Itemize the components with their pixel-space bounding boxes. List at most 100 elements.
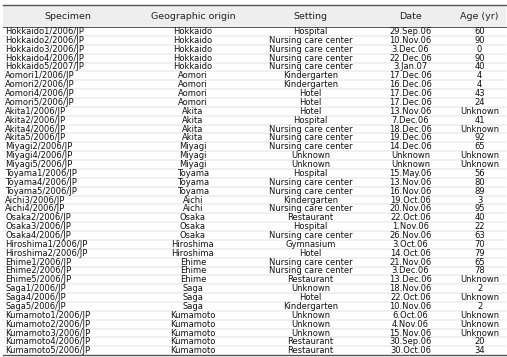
Text: 17.Dec.06: 17.Dec.06 xyxy=(389,89,432,98)
Text: 78: 78 xyxy=(474,266,485,276)
Text: Hokkaido: Hokkaido xyxy=(173,45,212,54)
Text: Unknown: Unknown xyxy=(291,151,330,160)
Text: Hokkaido5/2007/JP: Hokkaido5/2007/JP xyxy=(5,62,84,71)
Text: 1.Nov.06: 1.Nov.06 xyxy=(392,222,429,231)
Text: Osaka4/2006/JP: Osaka4/2006/JP xyxy=(5,231,71,240)
Text: Kindergarten: Kindergarten xyxy=(283,196,338,205)
Text: Akita: Akita xyxy=(182,107,203,116)
Text: Unknown: Unknown xyxy=(460,328,499,337)
Text: Toyama1/2006/JP: Toyama1/2006/JP xyxy=(5,169,77,178)
Text: 22: 22 xyxy=(475,222,485,231)
Text: 3.Dec.06: 3.Dec.06 xyxy=(391,266,429,276)
Text: 40: 40 xyxy=(475,62,485,71)
Text: Nursing care center: Nursing care center xyxy=(269,204,352,213)
Text: Nursing care center: Nursing care center xyxy=(269,258,352,267)
Text: 20.Nov.06: 20.Nov.06 xyxy=(389,204,431,213)
Text: 7.Dec.06: 7.Dec.06 xyxy=(391,116,429,125)
Text: Saga: Saga xyxy=(183,293,203,302)
Text: 26.Nov.06: 26.Nov.06 xyxy=(389,231,431,240)
Text: Saga5/2006/JP: Saga5/2006/JP xyxy=(5,302,66,311)
Text: Hospital: Hospital xyxy=(293,169,328,178)
Text: Toyama: Toyama xyxy=(177,178,209,187)
Text: 20: 20 xyxy=(475,337,485,346)
Text: 80: 80 xyxy=(474,178,485,187)
Text: Unknown: Unknown xyxy=(460,125,499,134)
Text: Setting: Setting xyxy=(294,12,328,21)
Text: 3.Jan.07: 3.Jan.07 xyxy=(393,62,427,71)
Text: Aomori4/2006/JP: Aomori4/2006/JP xyxy=(5,89,75,98)
Text: 60: 60 xyxy=(474,27,485,36)
Text: Aomori: Aomori xyxy=(178,71,208,80)
Text: 43: 43 xyxy=(474,89,485,98)
Text: Nursing care center: Nursing care center xyxy=(269,62,352,71)
Text: Unknown: Unknown xyxy=(291,160,330,169)
Text: 95: 95 xyxy=(475,204,485,213)
Text: Aomori: Aomori xyxy=(178,80,208,89)
Text: Geographic origin: Geographic origin xyxy=(151,12,235,21)
Text: Restaurant: Restaurant xyxy=(287,337,334,346)
Text: Nursing care center: Nursing care center xyxy=(269,187,352,196)
Text: 16.Nov.06: 16.Nov.06 xyxy=(389,187,431,196)
Text: Nursing care center: Nursing care center xyxy=(269,45,352,54)
Text: Ehime: Ehime xyxy=(179,258,206,267)
Text: Hiroshima: Hiroshima xyxy=(171,240,214,249)
Text: Hokkaido3/2006/JP: Hokkaido3/2006/JP xyxy=(5,45,84,54)
Text: Kumamoto5/2006/JP: Kumamoto5/2006/JP xyxy=(5,346,90,355)
Text: 2: 2 xyxy=(477,284,482,293)
Text: Aichi3/2006/JP: Aichi3/2006/JP xyxy=(5,196,65,205)
Text: Hokkaido: Hokkaido xyxy=(173,36,212,45)
Text: Miyagi4/2006/JP: Miyagi4/2006/JP xyxy=(5,151,73,160)
Text: Ehime: Ehime xyxy=(179,275,206,284)
Text: Hospital: Hospital xyxy=(293,27,328,36)
Text: Miyagi: Miyagi xyxy=(179,160,206,169)
Text: Hiroshima2/2006/JP: Hiroshima2/2006/JP xyxy=(5,249,87,258)
Text: Saga4/2006/JP: Saga4/2006/JP xyxy=(5,293,66,302)
Text: Gymnasium: Gymnasium xyxy=(285,240,336,249)
Text: 14.Dec.06: 14.Dec.06 xyxy=(389,142,431,151)
Text: 21.Nov.06: 21.Nov.06 xyxy=(389,258,431,267)
Text: Age (yr): Age (yr) xyxy=(460,12,499,21)
Text: 13.Dec.06: 13.Dec.06 xyxy=(389,275,432,284)
Text: Unknown: Unknown xyxy=(291,328,330,337)
Text: Osaka2/2006/JP: Osaka2/2006/JP xyxy=(5,213,71,222)
Text: Nursing care center: Nursing care center xyxy=(269,231,352,240)
Text: Nursing care center: Nursing care center xyxy=(269,125,352,134)
Text: Nursing care center: Nursing care center xyxy=(269,142,352,151)
Text: Hokkaido: Hokkaido xyxy=(173,62,212,71)
Text: Osaka3/2006/JP: Osaka3/2006/JP xyxy=(5,222,71,231)
Text: Unknown: Unknown xyxy=(291,311,330,320)
Text: Restaurant: Restaurant xyxy=(287,213,334,222)
Text: Miyagi: Miyagi xyxy=(179,142,206,151)
Text: Akita: Akita xyxy=(182,116,203,125)
Text: Kumamoto: Kumamoto xyxy=(170,311,215,320)
Text: 19.Oct.06: 19.Oct.06 xyxy=(390,196,431,205)
Text: Unknown: Unknown xyxy=(460,311,499,320)
Text: 3.Oct.06: 3.Oct.06 xyxy=(392,240,428,249)
Text: Nursing care center: Nursing care center xyxy=(269,178,352,187)
Text: Nursing care center: Nursing care center xyxy=(269,36,352,45)
Text: 15.May.06: 15.May.06 xyxy=(389,169,431,178)
Text: Unknown: Unknown xyxy=(460,151,499,160)
Text: Saga1/2006/JP: Saga1/2006/JP xyxy=(5,284,66,293)
Text: Kumamoto: Kumamoto xyxy=(170,328,215,337)
Text: Nursing care center: Nursing care center xyxy=(269,54,352,62)
Text: Kumamoto: Kumamoto xyxy=(170,337,215,346)
Text: Akita2/2006/JP: Akita2/2006/JP xyxy=(5,116,66,125)
Text: Unknown: Unknown xyxy=(460,160,499,169)
Text: Hokkaido1/2006/JP: Hokkaido1/2006/JP xyxy=(5,27,84,36)
Text: Unknown: Unknown xyxy=(460,320,499,329)
Text: Kumamoto: Kumamoto xyxy=(170,346,215,355)
Text: 22.Dec.06: 22.Dec.06 xyxy=(389,54,431,62)
Text: Kumamoto: Kumamoto xyxy=(170,320,215,329)
Text: Ehime1/2006/JP: Ehime1/2006/JP xyxy=(5,258,71,267)
Text: 13.Nov.06: 13.Nov.06 xyxy=(389,178,431,187)
Text: 19.Dec.06: 19.Dec.06 xyxy=(389,134,431,142)
Text: Hokkaido2/2006/JP: Hokkaido2/2006/JP xyxy=(5,36,84,45)
Text: 65: 65 xyxy=(474,142,485,151)
Text: Hokkaido: Hokkaido xyxy=(173,27,212,36)
Text: 18.Dec.06: 18.Dec.06 xyxy=(389,125,432,134)
Text: Toyama: Toyama xyxy=(177,169,209,178)
Text: Aichi4/2006/JP: Aichi4/2006/JP xyxy=(5,204,65,213)
Text: Aomori: Aomori xyxy=(178,98,208,107)
Text: Aichi: Aichi xyxy=(183,196,203,205)
